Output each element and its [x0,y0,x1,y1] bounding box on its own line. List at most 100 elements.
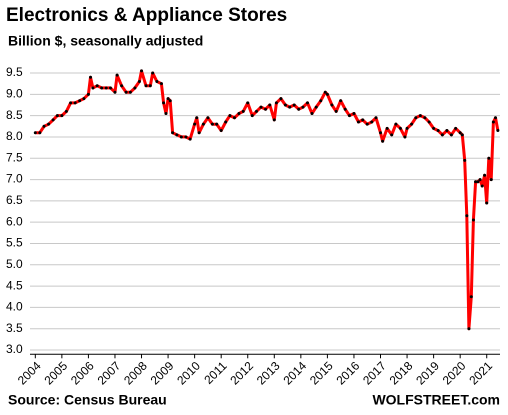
data-point [314,105,318,109]
data-point [120,84,124,88]
y-tick-label: 5.0 [6,257,23,271]
data-point [55,114,59,118]
data-point [38,131,42,135]
data-point [162,101,166,105]
data-point [323,90,327,94]
data-point [210,122,214,126]
y-tick-label: 3.5 [6,321,23,335]
data-point [343,107,347,111]
y-tick-label: 7.0 [6,172,23,186]
y-tick-label: 9.5 [6,65,23,79]
data-point [33,131,37,135]
data-point [241,109,245,113]
data-point [60,114,64,118]
data-point [104,86,108,90]
credit: WOLFSTREET.com [372,392,500,408]
data-point [487,156,491,160]
data-point [356,120,360,124]
data-point [95,84,99,88]
data-point [224,120,228,124]
x-tick-label: 2015 [307,359,336,388]
data-point [159,82,163,86]
y-tick-label: 3.0 [6,342,23,356]
data-point [140,69,144,73]
data-point [51,118,55,122]
x-tick-label: 2012 [227,359,256,388]
data-point [151,71,155,75]
x-tick-label: 2009 [148,359,177,388]
data-point [330,103,334,107]
data-point [64,109,68,113]
data-point [449,133,453,137]
data-point [124,90,128,94]
data-point [179,135,183,139]
y-tick-label: 6.5 [6,193,23,207]
data-point [493,116,497,120]
x-tick-label: 2014 [280,359,309,388]
data-point [89,75,93,79]
data-point [259,105,263,109]
x-tick-label: 2019 [413,359,442,388]
data-point [381,139,385,143]
data-point [403,135,407,139]
data-point [440,133,444,137]
data-point [69,101,73,105]
data-point [436,129,440,133]
data-point [164,112,168,116]
x-tick-label: 2005 [41,359,70,388]
data-point [100,86,104,90]
data-point [478,178,482,182]
data-point [113,90,117,94]
chart-title: Electronics & Appliance Stores [6,5,287,26]
data-point [268,103,272,107]
data-point [274,101,278,105]
y-tick-label: 4.5 [6,278,23,292]
data-point [255,109,259,113]
data-point [155,80,159,84]
data-point [467,327,471,331]
x-tick-label: 2010 [174,359,203,388]
data-point [279,97,283,101]
data-point [115,73,119,77]
data-point [352,112,356,116]
data-point [292,103,296,107]
data-point [491,120,495,124]
data-point [246,101,250,105]
data-point [496,129,500,133]
data-point [427,120,431,124]
x-tick-label: 2011 [201,359,229,387]
data-point [347,114,351,118]
x-tick-label: 2013 [254,359,283,388]
data-point [385,126,389,130]
data-point [334,109,338,113]
data-point [489,178,493,182]
data-point [471,218,475,222]
data-point [137,80,141,84]
data-point [148,84,152,88]
x-tick-label: 2004 [15,359,44,388]
data-point [445,129,449,133]
source-note: Source: Census Bureau [8,392,167,408]
data-point [250,114,254,118]
data-point [310,112,314,116]
data-point [228,114,232,118]
data-point [365,122,369,126]
data-point [423,116,427,120]
x-tick-label: 2006 [68,359,97,388]
data-point [91,86,95,90]
x-tick-label: 2016 [334,359,363,388]
y-tick-label: 9.0 [6,87,23,101]
data-point [414,116,418,120]
data-point [201,122,205,126]
data-point [465,214,469,218]
data-point [410,122,414,126]
data-point [394,122,398,126]
data-point [370,120,374,124]
data-point [398,126,402,130]
data-point [168,99,172,103]
data-point [463,158,467,162]
data-point [133,86,137,90]
data-point [144,84,148,88]
data-point [374,116,378,120]
